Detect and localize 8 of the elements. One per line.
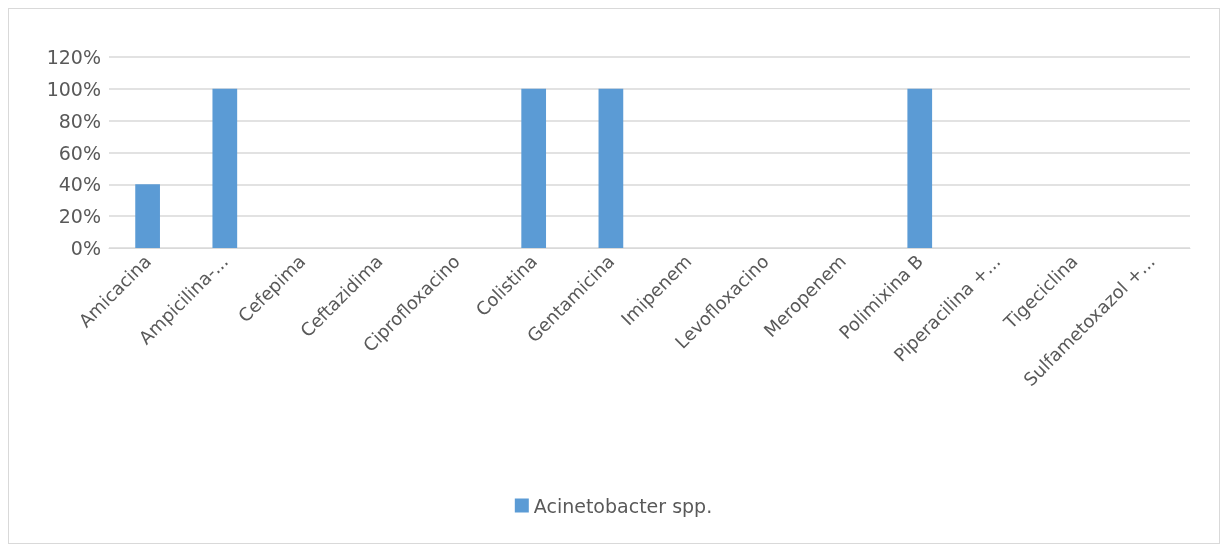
legend-label: Acinetobacter spp.	[533, 494, 713, 517]
y-tick-label: 60%	[58, 141, 101, 164]
y-tick-label: 100%	[46, 77, 101, 100]
y-tick-label: 80%	[58, 109, 101, 132]
y-tick-label: 40%	[58, 173, 101, 196]
y-tick-label: 0%	[70, 237, 101, 259]
y-tick-label: 120%	[46, 46, 101, 68]
y-tick-label: 20%	[58, 205, 101, 228]
